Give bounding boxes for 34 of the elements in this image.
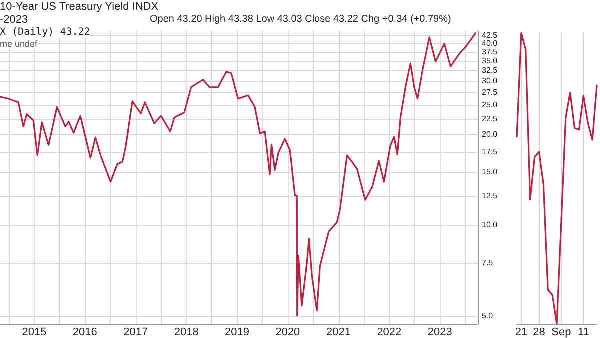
text: -2023: [0, 14, 28, 26]
y-tick-label: 17.5: [482, 147, 498, 156]
x-tick-label: 2021: [326, 326, 351, 338]
x-tick-label: Sep: [552, 326, 572, 338]
y-tick-label: 30.0: [482, 76, 498, 86]
y-tick-label: 27.5: [482, 88, 498, 98]
y-tick-label: 22.5: [482, 114, 498, 124]
x-tick-label: 28: [533, 326, 546, 338]
chart-title: 10-Year US Treasury Yield INDX: [0, 1, 159, 13]
x-tick-label: 2016: [72, 326, 98, 338]
x-tick-label: 2020: [276, 326, 300, 338]
y-tick-label: 35.0: [482, 56, 498, 66]
text: Open 43.20 High 43.38 Low 43.03 Close 43.22 Chg +0.34 (+0.79%): [150, 14, 452, 25]
x-tick-label: 2015: [22, 326, 47, 338]
y-tick-label: 37.5: [482, 47, 498, 56]
y-tick-label: 32.5: [482, 66, 498, 76]
x-tick-label: 11: [578, 326, 590, 338]
x-tick-label: 2023: [428, 326, 452, 338]
y-tick-label: 7.5: [482, 258, 494, 268]
y-tick-label: 12.5: [482, 191, 498, 200]
x-tick-label: 2019: [225, 326, 250, 338]
y-tick-label: 20.0: [482, 130, 498, 139]
x-tick-label: 21: [515, 326, 528, 338]
annotation: me undef: [0, 39, 38, 49]
y-tick-label: 5.0: [482, 311, 494, 320]
y-tick-label: 10.0: [482, 220, 498, 230]
annotation: X (Daily) 43.22: [0, 27, 90, 38]
y-tick-label: 40.0: [482, 38, 498, 48]
x-tick-label: 2018: [174, 326, 199, 338]
x-tick-label: 2022: [377, 326, 402, 338]
y-tick-label: 42.5: [482, 31, 498, 40]
y-tick-label: 15.0: [482, 167, 498, 176]
x-tick-label: 2017: [124, 326, 148, 338]
y-tick-label: 25.0: [482, 100, 498, 110]
